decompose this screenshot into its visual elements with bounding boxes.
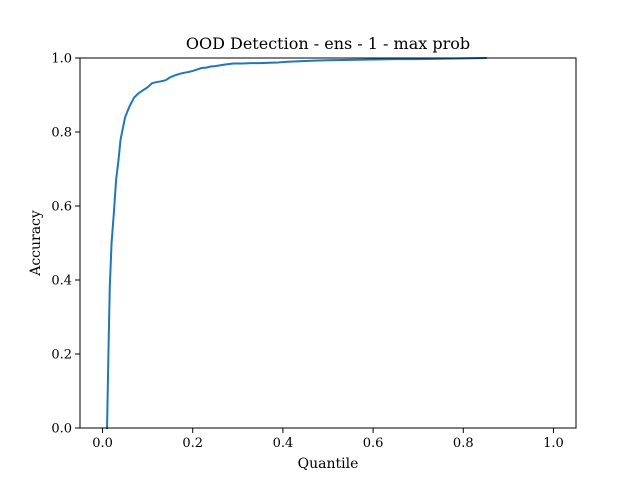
x-tick-label: 0.6 <box>363 436 384 451</box>
chart-title: OOD Detection - ens - 1 - max prob <box>186 34 470 53</box>
y-tick-label: 0.8 <box>51 126 72 141</box>
y-tick-label: 0.2 <box>51 348 72 363</box>
y-tick-label: 1.0 <box>51 52 72 67</box>
x-tick-label: 0.0 <box>92 436 113 451</box>
y-axis-ticks: 0.0 0.2 0.4 0.6 0.8 1.0 <box>51 52 80 437</box>
x-tick-label: 0.4 <box>273 436 294 451</box>
x-tick-label: 0.8 <box>453 436 474 451</box>
x-axis-label: Quantile <box>298 456 359 472</box>
x-tick-label: 0.2 <box>182 436 203 451</box>
x-axis-ticks: 0.0 0.2 0.4 0.6 0.8 1.0 <box>92 428 564 451</box>
y-tick-label: 0.0 <box>51 422 72 437</box>
accuracy-series-line <box>106 56 487 430</box>
x-tick-label: 1.0 <box>543 436 564 451</box>
y-tick-label: 0.4 <box>51 274 72 289</box>
y-axis-label: Accuracy <box>28 210 44 277</box>
y-tick-label: 0.6 <box>51 200 72 215</box>
plot-area <box>80 58 576 428</box>
plot-frame <box>79 57 577 429</box>
